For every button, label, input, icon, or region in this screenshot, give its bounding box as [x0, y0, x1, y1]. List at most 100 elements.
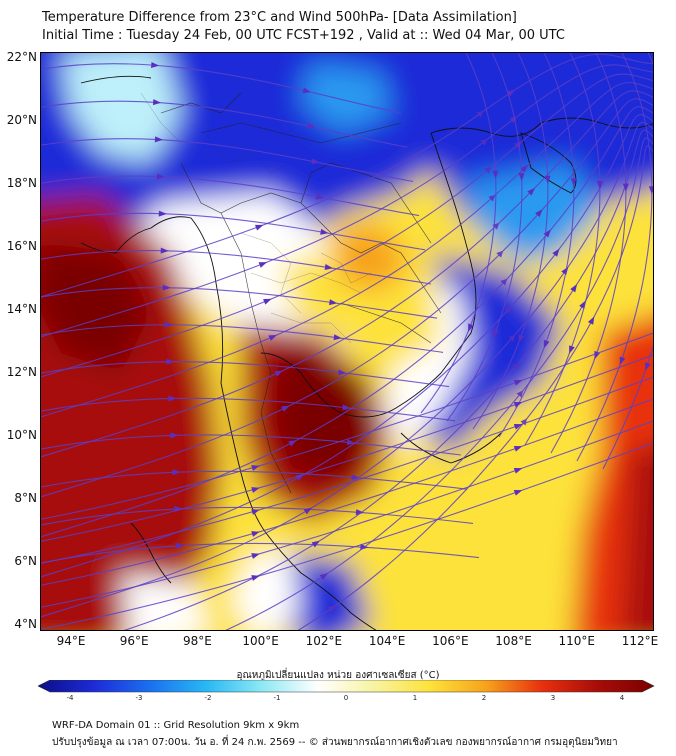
wind-arrow-icon — [154, 136, 163, 143]
streamline — [41, 249, 432, 285]
wind-arrow-icon — [513, 401, 523, 408]
wind-arrow-icon — [156, 173, 165, 180]
wind-arrow-icon — [329, 299, 338, 306]
province-boundaries — [140, 92, 372, 344]
wind-arrow-icon — [619, 356, 626, 366]
colorbar-tick-label: 2 — [481, 694, 487, 702]
wind-arrow-icon — [527, 187, 536, 196]
streamline — [297, 145, 653, 630]
streamline — [41, 420, 653, 608]
lon-label: 102°E — [305, 634, 343, 648]
wind-arrow-icon — [251, 509, 260, 515]
wind-arrow-icon — [355, 509, 364, 516]
colorbar-title: อุณหภูมิเปลี่ยนแปลง หน่วย องศาเซลเซียส (… — [236, 670, 440, 681]
map-panel — [40, 52, 654, 631]
colorbar-tick-label: 4 — [619, 694, 625, 702]
streamline — [41, 73, 653, 378]
streamline — [41, 106, 653, 538]
colorbar-tick-label: -3 — [135, 694, 143, 702]
wind-arrow-icon — [518, 334, 525, 343]
wind-arrow-icon — [544, 175, 551, 184]
streamline — [41, 53, 653, 298]
wind-arrow-icon — [166, 358, 175, 365]
lat-label: 12°N — [6, 365, 37, 379]
wind-arrow-icon — [622, 183, 629, 192]
colorbar-tick-label: 3 — [550, 694, 556, 702]
wind-arrow-icon — [520, 165, 529, 173]
streamline — [41, 63, 402, 114]
colorbar-tick-label: -4 — [66, 694, 74, 702]
wind-arrow-icon — [570, 283, 578, 293]
lat-label: 18°N — [6, 176, 37, 190]
wind-arrow-icon — [303, 507, 313, 515]
country-boundaries — [160, 92, 442, 494]
wind-arrow-icon — [513, 445, 523, 452]
wind-arrow-icon — [320, 228, 329, 235]
wind-arrow-icon — [552, 248, 560, 257]
colorbar-tick-label: -1 — [273, 694, 281, 702]
wind-arrow-icon — [162, 284, 171, 291]
chart-subtitle: Initial Time : Tuesday 24 Feb, 00 UTC FC… — [42, 28, 565, 43]
wind-arrow-icon — [176, 542, 185, 549]
wind-arrow-icon — [251, 553, 260, 559]
wind-arrow-icon — [160, 247, 169, 254]
streamline — [41, 332, 653, 520]
wind-arrow-icon — [648, 186, 653, 195]
wind-arrow-icon — [311, 158, 320, 165]
lat-label: 4°N — [14, 617, 37, 631]
footer-model-info: WRF-DA Domain 01 :: Grid Resolution 9km … — [52, 720, 300, 731]
lat-label: 6°N — [14, 554, 37, 568]
colorbar-tick-label: 0 — [343, 694, 349, 702]
streamline — [420, 53, 497, 414]
streamline — [41, 324, 444, 353]
wind-arrow-icon — [570, 178, 577, 187]
lat-label: 16°N — [6, 239, 37, 253]
wind-arrow-icon — [251, 465, 260, 471]
colorbar-tick-label: 1 — [412, 694, 418, 702]
wind-arrow-icon — [288, 440, 297, 447]
lon-label: 100°E — [242, 634, 279, 648]
wind-arrow-icon — [351, 474, 360, 481]
streamline — [524, 53, 601, 446]
streamline — [41, 398, 653, 586]
wind-arrow-icon — [164, 321, 173, 328]
wind-arrow-icon — [319, 573, 329, 581]
lon-label: 112°E — [621, 634, 659, 648]
wind-arrow-icon — [263, 298, 272, 305]
wind-arrow-icon — [258, 262, 268, 268]
map-svg — [41, 53, 653, 630]
streamline — [41, 376, 653, 564]
wind-arrow-icon — [587, 316, 595, 325]
streamline — [41, 114, 653, 578]
wind-arrow-icon — [251, 531, 260, 537]
wind-arrow-icon — [468, 323, 474, 332]
streamline — [41, 542, 480, 564]
streamline — [41, 98, 653, 498]
wind-arrow-icon — [274, 370, 283, 377]
wind-arrow-icon — [306, 122, 316, 129]
streamline — [41, 287, 438, 319]
lat-label: 22°N — [6, 50, 37, 64]
wind-arrow-icon — [251, 575, 260, 581]
wind-arrow-icon — [281, 405, 290, 412]
streamline — [41, 361, 450, 388]
lat-label: 14°N — [6, 302, 37, 316]
wind-arrow-icon — [513, 467, 523, 474]
colorbar — [38, 680, 655, 693]
streamline — [123, 129, 653, 630]
wind-arrow-icon — [513, 379, 523, 386]
streamline — [576, 53, 653, 462]
streamline — [41, 442, 653, 630]
lon-label: 104°E — [368, 634, 406, 648]
streamline — [41, 64, 653, 338]
lon-label: 98°E — [183, 634, 212, 648]
wind-arrow-icon — [346, 439, 356, 446]
streamline — [41, 100, 408, 148]
lon-label: 110°E — [558, 634, 596, 648]
streamline — [41, 82, 653, 418]
lat-label: 20°N — [6, 113, 37, 127]
wind-arrow-icon — [596, 180, 603, 189]
footer-credit: ปรับปรุงข้อมูล ณ เวลา 07:00น. วัน อ. ที่… — [52, 737, 618, 748]
lon-label: 108°E — [495, 634, 532, 648]
temperature-field — [41, 53, 653, 630]
